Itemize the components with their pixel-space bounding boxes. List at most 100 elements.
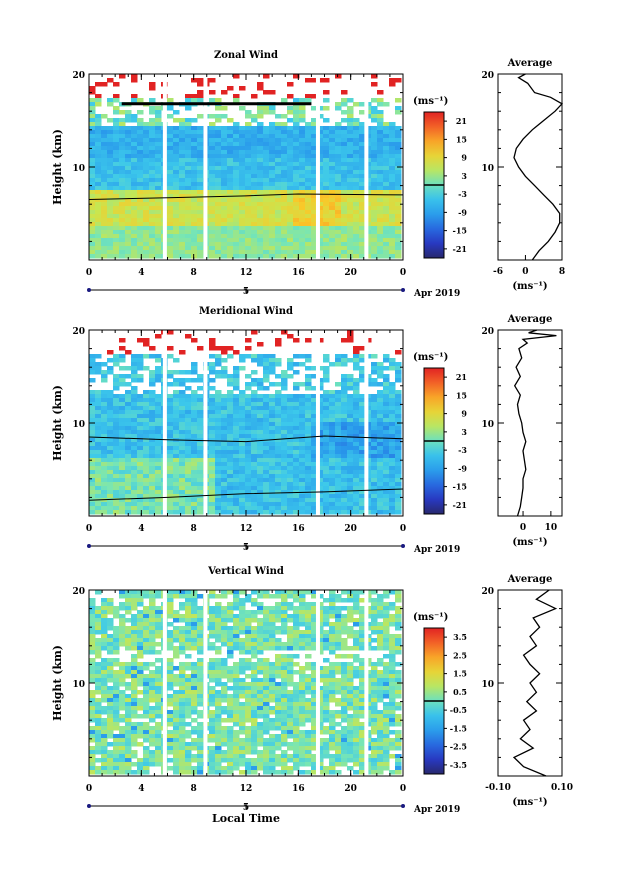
heatmap-cell	[311, 130, 318, 135]
heatmap-cell	[359, 226, 366, 231]
heatmap-cell	[179, 766, 186, 771]
heatmap-cell	[341, 146, 348, 151]
heatmap-cell	[347, 498, 354, 503]
heatmap-cell	[239, 138, 246, 143]
heatmap-cell	[311, 218, 318, 223]
heatmap-cell	[239, 254, 246, 259]
heatmap-cell	[257, 362, 264, 367]
heatmap-cell	[89, 618, 96, 623]
heatmap-cell	[359, 366, 366, 371]
heatmap-cell	[281, 142, 288, 147]
heatmap-cell	[377, 150, 384, 155]
heatmap-cell	[335, 430, 342, 435]
heatmap-cell	[221, 346, 228, 351]
heatmap-cell	[233, 382, 240, 387]
heatmap-cell	[143, 618, 150, 623]
heatmap-cell	[155, 150, 162, 155]
heatmap-cell	[281, 494, 288, 499]
heatmap-cell	[131, 222, 138, 227]
heatmap-cell	[131, 602, 138, 607]
heatmap-cell	[287, 94, 294, 99]
heatmap-cell	[137, 626, 144, 631]
heatmap-cell	[245, 490, 252, 495]
heatmap-cell	[125, 366, 132, 371]
heatmap-cell	[125, 754, 132, 759]
heatmap-cell	[359, 230, 366, 235]
heatmap-cell	[89, 182, 96, 187]
heatmap-cell	[155, 190, 162, 195]
heatmap-cell	[293, 426, 300, 431]
heatmap-cell	[167, 710, 174, 715]
heatmap-cell	[275, 162, 282, 167]
heatmap-cell	[149, 762, 156, 767]
heatmap-cell	[209, 726, 216, 731]
heatmap-cell	[185, 226, 192, 231]
heatmap-cell	[335, 162, 342, 167]
heatmap-cell	[263, 446, 270, 451]
heatmap-cell	[305, 398, 312, 403]
heatmap-cell	[323, 142, 330, 147]
heatmap-cell	[173, 194, 180, 199]
heatmap-cell	[395, 378, 402, 383]
heatmap-cell	[215, 210, 222, 215]
heatmap-cell	[263, 494, 270, 499]
heatmap-cell	[395, 146, 402, 151]
heatmap-cell	[221, 366, 228, 371]
heatmap-cell	[167, 646, 174, 651]
heatmap-cell	[137, 126, 144, 131]
heatmap-cell	[389, 422, 396, 427]
heatmap-cell	[227, 166, 234, 171]
heatmap-cell	[317, 222, 324, 227]
heatmap-cell	[317, 378, 324, 383]
heatmap-cell	[167, 718, 174, 723]
heatmap-cell	[317, 462, 324, 467]
heatmap-cell	[275, 338, 282, 343]
heatmap-cell	[233, 134, 240, 139]
heatmap-cell	[263, 146, 270, 151]
heatmap-cell	[197, 594, 204, 599]
heatmap-cell	[125, 394, 132, 399]
heatmap-cell	[341, 406, 348, 411]
heatmap-cell	[335, 490, 342, 495]
heatmap-cell	[119, 410, 126, 415]
heatmap-cell	[125, 446, 132, 451]
heatmap-cell	[155, 370, 162, 375]
heatmap-cell	[335, 234, 342, 239]
heatmap-cell	[383, 378, 390, 383]
heatmap-cell	[305, 510, 312, 515]
heatmap-cell	[185, 634, 192, 639]
heatmap-cell	[311, 242, 318, 247]
heatmap-cell	[191, 646, 198, 651]
heatmap-cell	[131, 210, 138, 215]
heatmap-cell	[383, 206, 390, 211]
heatmap-cell	[89, 378, 96, 383]
heatmap-cell	[383, 506, 390, 511]
heatmap-cell	[359, 174, 366, 179]
heatmap-cell	[275, 458, 282, 463]
heatmap-cell	[293, 110, 300, 115]
heatmap-cell	[221, 174, 228, 179]
heatmap-cell	[311, 366, 318, 371]
heatmap-cell	[371, 230, 378, 235]
heatmap-cell	[293, 210, 300, 215]
heatmap-cell	[89, 190, 96, 195]
heatmap-cell	[137, 418, 144, 423]
heatmap-cell	[101, 630, 108, 635]
heatmap-cell	[281, 454, 288, 459]
heatmap-cell	[197, 662, 204, 667]
heatmap-cell	[323, 150, 330, 155]
heatmap-cell	[287, 394, 294, 399]
heatmap-cell	[257, 142, 264, 147]
heatmap-cell	[299, 254, 306, 259]
heatmap-cell	[215, 178, 222, 183]
heatmap-cell	[341, 90, 348, 95]
heatmap-cell	[113, 462, 120, 467]
heatmap-cell	[377, 486, 384, 491]
heatmap-cell	[119, 698, 126, 703]
heatmap-cell	[89, 730, 96, 735]
heatmap-cell	[143, 590, 150, 595]
heatmap-cell	[185, 734, 192, 739]
heatmap-cell	[95, 142, 102, 147]
heatmap-cell	[101, 642, 108, 647]
heatmap-cell	[347, 214, 354, 219]
